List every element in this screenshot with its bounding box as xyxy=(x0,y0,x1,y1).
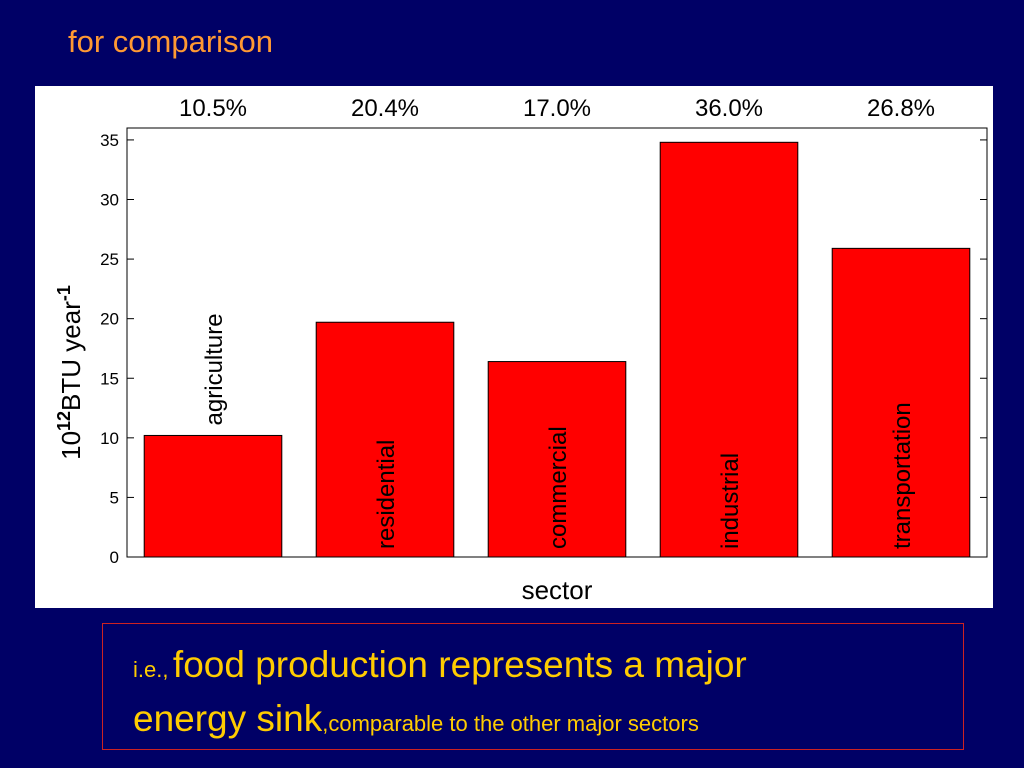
y-tick-label: 15 xyxy=(100,369,119,388)
caption-main-line2: energy sink xyxy=(133,698,323,739)
bar-chart: 0 5 10 15 20 25 30 35 10.5% agriculture 20.4% resid… xyxy=(54,95,988,605)
percent-label: 20.4% xyxy=(351,95,419,122)
percent-label: 17.0% xyxy=(523,95,591,122)
caption-main-line1: food production represents a major xyxy=(172,644,747,685)
y-tick-label: 20 xyxy=(100,310,119,329)
y-tick-label: 5 xyxy=(110,488,119,507)
y-tick-label: 10 xyxy=(100,429,119,448)
caption-box: i.e., food production represents a major… xyxy=(102,623,964,750)
category-label: residential xyxy=(373,440,400,549)
bar-commercial xyxy=(487,361,627,558)
category-label: agriculture xyxy=(201,313,228,425)
chart-panel: 0 5 10 15 20 25 30 35 10.5% agriculture 20.4% resid… xyxy=(35,86,993,608)
category-label: commercial xyxy=(545,426,572,549)
caption-suffix: ,comparable to the other major sectors xyxy=(322,711,699,736)
percent-label: 36.0% xyxy=(695,95,763,122)
y-tick-label: 25 xyxy=(100,250,119,269)
y-axis-label: 1012BTU year-1 xyxy=(54,285,86,460)
category-label: transportation xyxy=(889,402,916,549)
y-tick-label: 0 xyxy=(110,548,119,567)
percent-label: 26.8% xyxy=(867,95,935,122)
bar-industrial xyxy=(659,141,799,558)
x-axis-label: sector xyxy=(522,575,593,605)
caption-prefix: i.e., xyxy=(133,657,169,682)
category-label: industrial xyxy=(717,453,744,549)
bar-residential xyxy=(315,321,455,558)
bar-agriculture xyxy=(143,434,283,558)
y-tick-label: 35 xyxy=(100,131,119,150)
percent-label: 10.5% xyxy=(179,95,247,122)
y-tick-label: 30 xyxy=(100,191,119,210)
caption-text: i.e., food production represents a major… xyxy=(133,642,953,750)
slide-title: for comparison xyxy=(68,24,274,59)
bar-transportation xyxy=(831,247,971,558)
